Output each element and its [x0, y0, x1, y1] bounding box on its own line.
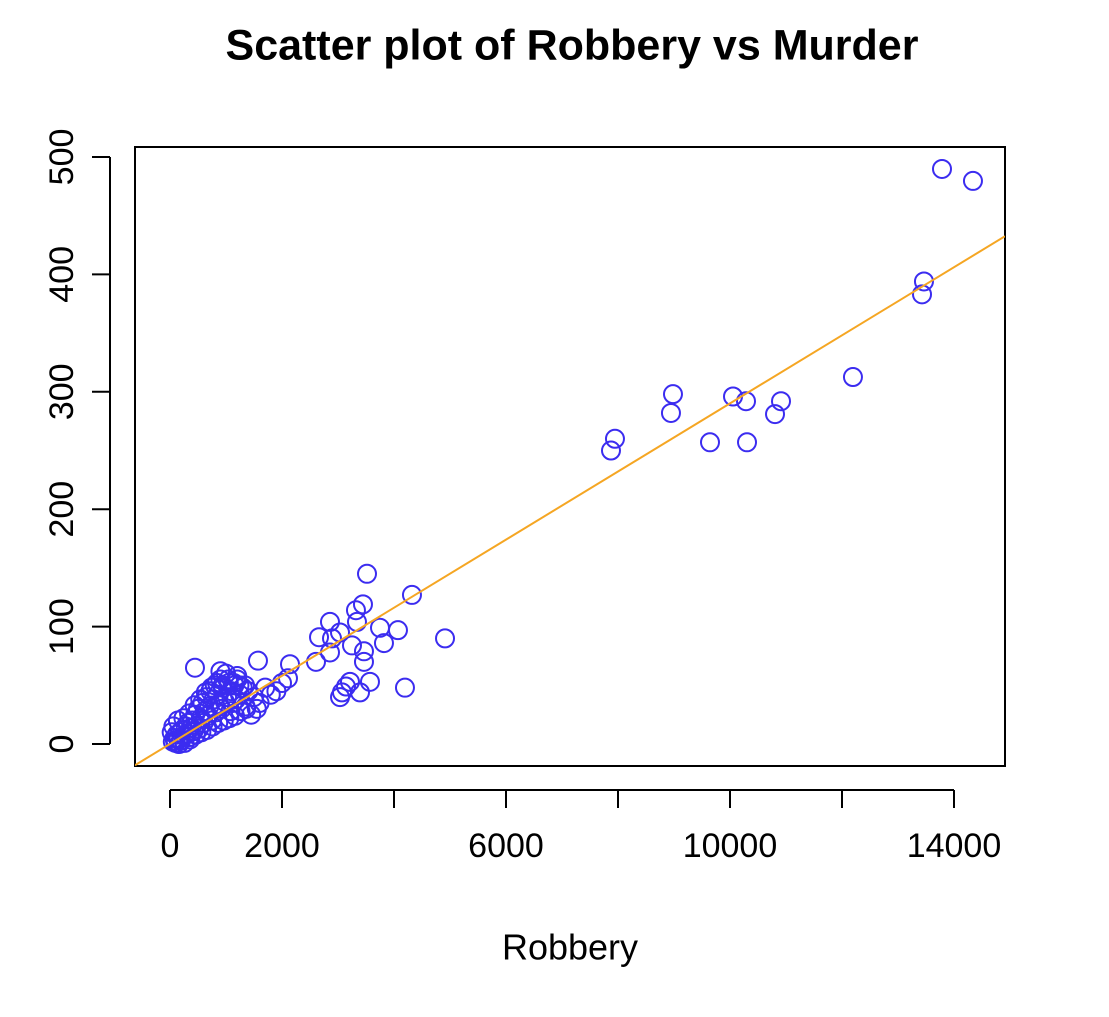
plot-frame [134, 146, 1006, 767]
point [319, 611, 340, 632]
point [353, 651, 374, 672]
point [357, 563, 378, 584]
point [212, 675, 233, 696]
point [322, 628, 343, 649]
point [912, 284, 933, 305]
point [165, 730, 186, 751]
point [235, 675, 256, 696]
point [435, 628, 456, 649]
point [765, 404, 786, 425]
point [346, 611, 367, 632]
point [352, 594, 373, 615]
point [401, 584, 422, 605]
point [247, 650, 268, 671]
x-tick-label: 6000 [468, 827, 544, 865]
point [962, 170, 983, 191]
point [345, 600, 366, 621]
point [737, 432, 758, 453]
point [184, 657, 205, 678]
y-tick-label: 200 [43, 481, 81, 538]
point [229, 675, 250, 696]
chart-title: Scatter plot of Robbery vs Murder [226, 21, 919, 69]
point [359, 671, 380, 692]
point [260, 684, 281, 705]
point [330, 687, 351, 708]
point [600, 440, 621, 461]
point [280, 654, 301, 675]
point [224, 705, 245, 726]
point [353, 641, 374, 662]
point [660, 402, 681, 423]
point [180, 729, 201, 750]
x-tick-label: 0 [161, 827, 180, 865]
point [184, 695, 205, 716]
fit-line [135, 235, 1005, 766]
y-tick-label: 0 [43, 735, 81, 754]
point [913, 271, 934, 292]
point [271, 672, 292, 693]
x-tick-label: 2000 [244, 827, 320, 865]
point [369, 617, 390, 638]
point [309, 627, 330, 648]
x-tick-label: 10000 [683, 827, 778, 865]
point [201, 677, 222, 698]
point [305, 651, 326, 672]
y-tick-label: 400 [43, 246, 81, 303]
point [190, 689, 211, 710]
point [341, 635, 362, 656]
x-tick-label: 14000 [907, 827, 1002, 865]
point [387, 620, 408, 641]
point [736, 391, 757, 412]
y-tick-label: 500 [43, 129, 81, 186]
point [699, 432, 720, 453]
point [771, 391, 792, 412]
point [394, 677, 415, 698]
point [336, 676, 357, 697]
point [932, 158, 953, 179]
point [604, 428, 625, 449]
x-axis-label: Robbery [502, 927, 638, 968]
point [662, 384, 683, 405]
point [842, 367, 863, 388]
y-tick-label: 100 [43, 598, 81, 655]
point [373, 633, 394, 654]
point [236, 698, 257, 719]
point [173, 708, 194, 729]
y-tick-label: 300 [43, 363, 81, 420]
